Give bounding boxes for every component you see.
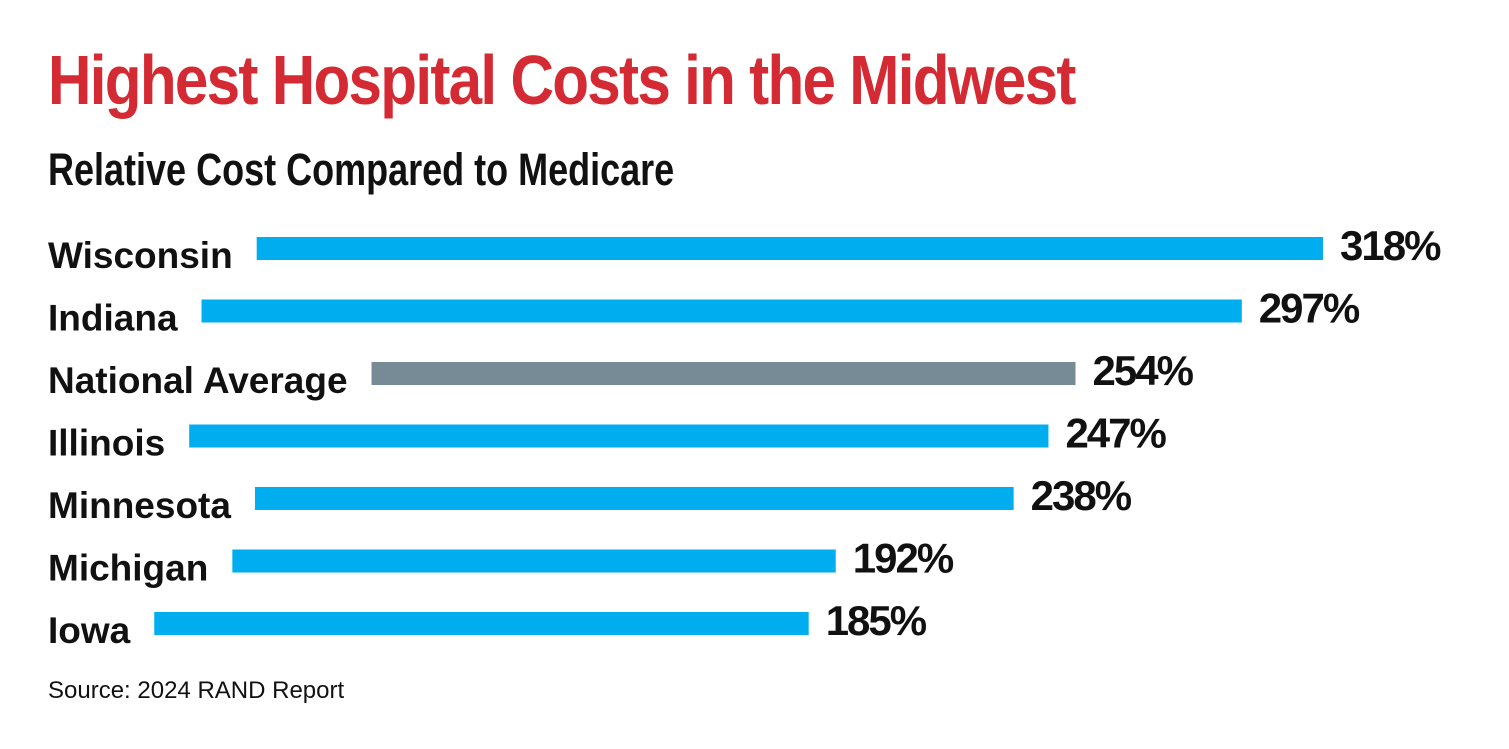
category-label-indiana: Indiana [48,298,178,339]
bar-illinois [189,424,1049,448]
value-label-michigan: 192% [853,535,954,582]
category-label-minnesota: Minnesota [48,485,231,526]
category-label-national-average: National Average [48,360,348,401]
bar-chart: Wisconsin 318% Indiana 297% National Average… [48,222,1443,651]
category-label-illinois: Illinois [48,423,165,464]
value-label-national-average: 254% [1093,347,1194,394]
bar-indiana [201,299,1242,323]
bar-minnesota [254,487,1014,510]
value-label-indiana: 297% [1259,285,1360,332]
category-label-michigan: Michigan [48,548,208,589]
source-note: Source: 2024 RAND Report [48,677,345,704]
bar-michigan [232,549,836,573]
chart-subtitle: Relative Cost Compared to Medicare [48,144,675,195]
value-label-iowa: 185% [826,597,927,644]
value-label-illinois: 247% [1065,410,1166,457]
bar-iowa [154,612,809,635]
bar-wisconsin [256,237,1323,260]
value-label-wisconsin: 318% [1340,222,1441,269]
category-label-wisconsin: Wisconsin [48,235,233,276]
bar-national-average [371,362,1076,385]
category-label-iowa: Iowa [48,610,131,651]
chart-title: Highest Hospital Costs in the Midwest [48,41,1076,119]
value-label-minnesota: 238% [1031,472,1132,519]
